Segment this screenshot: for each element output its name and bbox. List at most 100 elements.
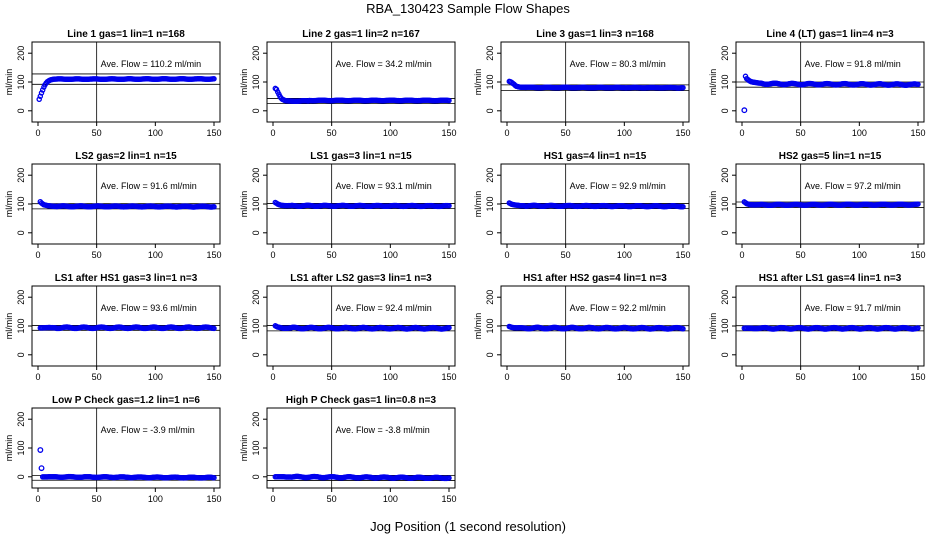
y-axis-label: ml/min [708, 191, 718, 218]
data-point [446, 475, 452, 481]
y-tick-label: 100 [251, 440, 261, 455]
panel-title: LS1 after HS1 gas=3 lin=1 n=3 [55, 273, 198, 284]
data-point-outlier [38, 465, 45, 472]
data-point [915, 201, 921, 207]
x-tick-label: 50 [796, 250, 806, 260]
figure-title: RBA_130423 Sample Flow Shapes [366, 1, 570, 16]
data-point [211, 325, 217, 332]
x-tick-label: 150 [675, 372, 690, 382]
y-axis-label: ml/min [473, 191, 483, 218]
y-tick-label: 200 [720, 290, 730, 305]
plot-frame [266, 41, 456, 123]
x-tick-label: 150 [206, 128, 221, 138]
x-tick-label: 150 [441, 494, 456, 504]
data-points [506, 200, 686, 210]
panel: HS2 gas=5 lin=1 n=15 0 50 100 150 0 100 200ml/m… [708, 151, 926, 260]
panel-title: High P Check gas=1 lin=0.8 n=3 [286, 395, 437, 406]
y-axis-label: ml/min [4, 435, 14, 462]
x-tick-label: 50 [561, 250, 571, 260]
panel-title: HS1 after LS1 gas=4 lin=1 n=3 [759, 273, 902, 284]
average-flow-annotation: Ave. Flow = 91.6 ml/min [101, 181, 197, 191]
average-flow-annotation: Ave. Flow = 92.4 ml/min [336, 303, 432, 313]
y-axis-label: ml/min [239, 69, 249, 96]
y-tick-label: 0 [720, 230, 730, 235]
data-points [272, 323, 452, 332]
data-points [741, 199, 921, 209]
panel-title: Low P Check gas=1.2 lin=1 n=6 [52, 395, 200, 406]
average-flow-annotation: Ave. Flow = 92.9 ml/min [570, 181, 666, 191]
x-tick-label: 150 [910, 250, 925, 260]
average-flow-annotation: Ave. Flow = -3.9 ml/min [101, 425, 195, 435]
x-tick-label: 50 [92, 494, 102, 504]
data-points [272, 199, 452, 210]
x-tick-label: 0 [270, 128, 275, 138]
data-point [211, 474, 217, 481]
y-tick-label: 200 [16, 168, 26, 183]
data-points [741, 324, 921, 332]
x-tick-label: 0 [739, 250, 744, 260]
x-axis-caption: Jog Position (1 second resolution) [370, 519, 566, 534]
x-tick-label: 100 [148, 128, 163, 138]
x-tick-label: 150 [910, 128, 925, 138]
y-tick-label: 0 [251, 230, 261, 235]
panel: LS1 after HS1 gas=3 lin=1 n=3 0 50 100 150 0 1… [4, 273, 222, 382]
x-tick-label: 100 [852, 128, 867, 138]
y-tick-label: 100 [485, 318, 495, 333]
y-tick-label: 200 [251, 46, 261, 61]
x-tick-label: 50 [92, 128, 102, 138]
average-flow-annotation: Ave. Flow = 80.3 ml/min [570, 59, 666, 69]
panel-title: HS1 after HS2 gas=4 lin=1 n=3 [523, 273, 667, 284]
y-tick-label: 200 [251, 290, 261, 305]
y-axis-label: ml/min [239, 191, 249, 218]
x-tick-label: 50 [327, 494, 337, 504]
y-tick-label: 100 [720, 318, 730, 333]
y-tick-label: 100 [251, 318, 261, 333]
y-tick-label: 200 [485, 290, 495, 305]
y-tick-label: 100 [251, 196, 261, 211]
panel-title: LS1 after LS2 gas=3 lin=1 n=3 [290, 273, 432, 284]
x-tick-label: 100 [383, 494, 398, 504]
data-point [680, 84, 686, 91]
y-tick-label: 0 [720, 352, 730, 357]
x-tick-label: 100 [148, 372, 163, 382]
x-tick-label: 0 [504, 250, 509, 260]
data-point [915, 325, 921, 331]
y-tick-label: 200 [251, 168, 261, 183]
data-point [446, 97, 452, 104]
y-tick-label: 100 [485, 196, 495, 211]
panel-title: HS1 gas=4 lin=1 n=15 [544, 151, 647, 162]
x-tick-label: 50 [327, 372, 337, 382]
average-flow-annotation: Ave. Flow = 93.1 ml/min [336, 181, 432, 191]
x-tick-label: 150 [441, 372, 456, 382]
y-axis-label: ml/min [4, 313, 14, 340]
y-axis-label: ml/min [4, 191, 14, 218]
panel: LS1 after LS2 gas=3 lin=1 n=3 0 50 100 150 0 1… [239, 273, 457, 382]
panel-title: Line 3 gas=1 lin=3 n=168 [536, 29, 654, 40]
x-tick-label: 0 [270, 494, 275, 504]
panel: HS1 after LS1 gas=4 lin=1 n=3 0 50 100 150 0 1… [708, 273, 926, 382]
y-tick-label: 0 [485, 230, 495, 235]
x-tick-label: 0 [270, 250, 275, 260]
data-point [680, 203, 686, 210]
average-flow-annotation: Ave. Flow = 34.2 ml/min [336, 59, 432, 69]
y-tick-label: 0 [720, 108, 730, 113]
x-tick-label: 100 [383, 250, 398, 260]
data-point [680, 326, 686, 332]
panel-title: LS1 gas=3 lin=1 n=15 [310, 151, 412, 162]
x-tick-label: 0 [35, 372, 40, 382]
x-tick-label: 50 [796, 128, 806, 138]
x-tick-label: 100 [852, 372, 867, 382]
y-axis-label: ml/min [708, 313, 718, 340]
y-tick-label: 200 [16, 290, 26, 305]
panel-title: Line 2 gas=1 lin=2 n=167 [302, 29, 420, 40]
data-points [36, 76, 217, 103]
panel: Line 1 gas=1 lin=1 n=168 0 50 100 150 0 100 200… [4, 29, 222, 138]
panel-title: Line 4 (LT) gas=1 lin=4 n=3 [766, 29, 894, 40]
panel: Line 4 (LT) gas=1 lin=4 n=3 0 50 100 150 0 100… [708, 29, 926, 138]
y-tick-label: 100 [720, 196, 730, 211]
x-tick-label: 50 [796, 372, 806, 382]
x-tick-label: 50 [561, 372, 571, 382]
y-tick-label: 0 [16, 352, 26, 357]
y-tick-label: 0 [251, 108, 261, 113]
y-tick-label: 0 [16, 108, 26, 113]
